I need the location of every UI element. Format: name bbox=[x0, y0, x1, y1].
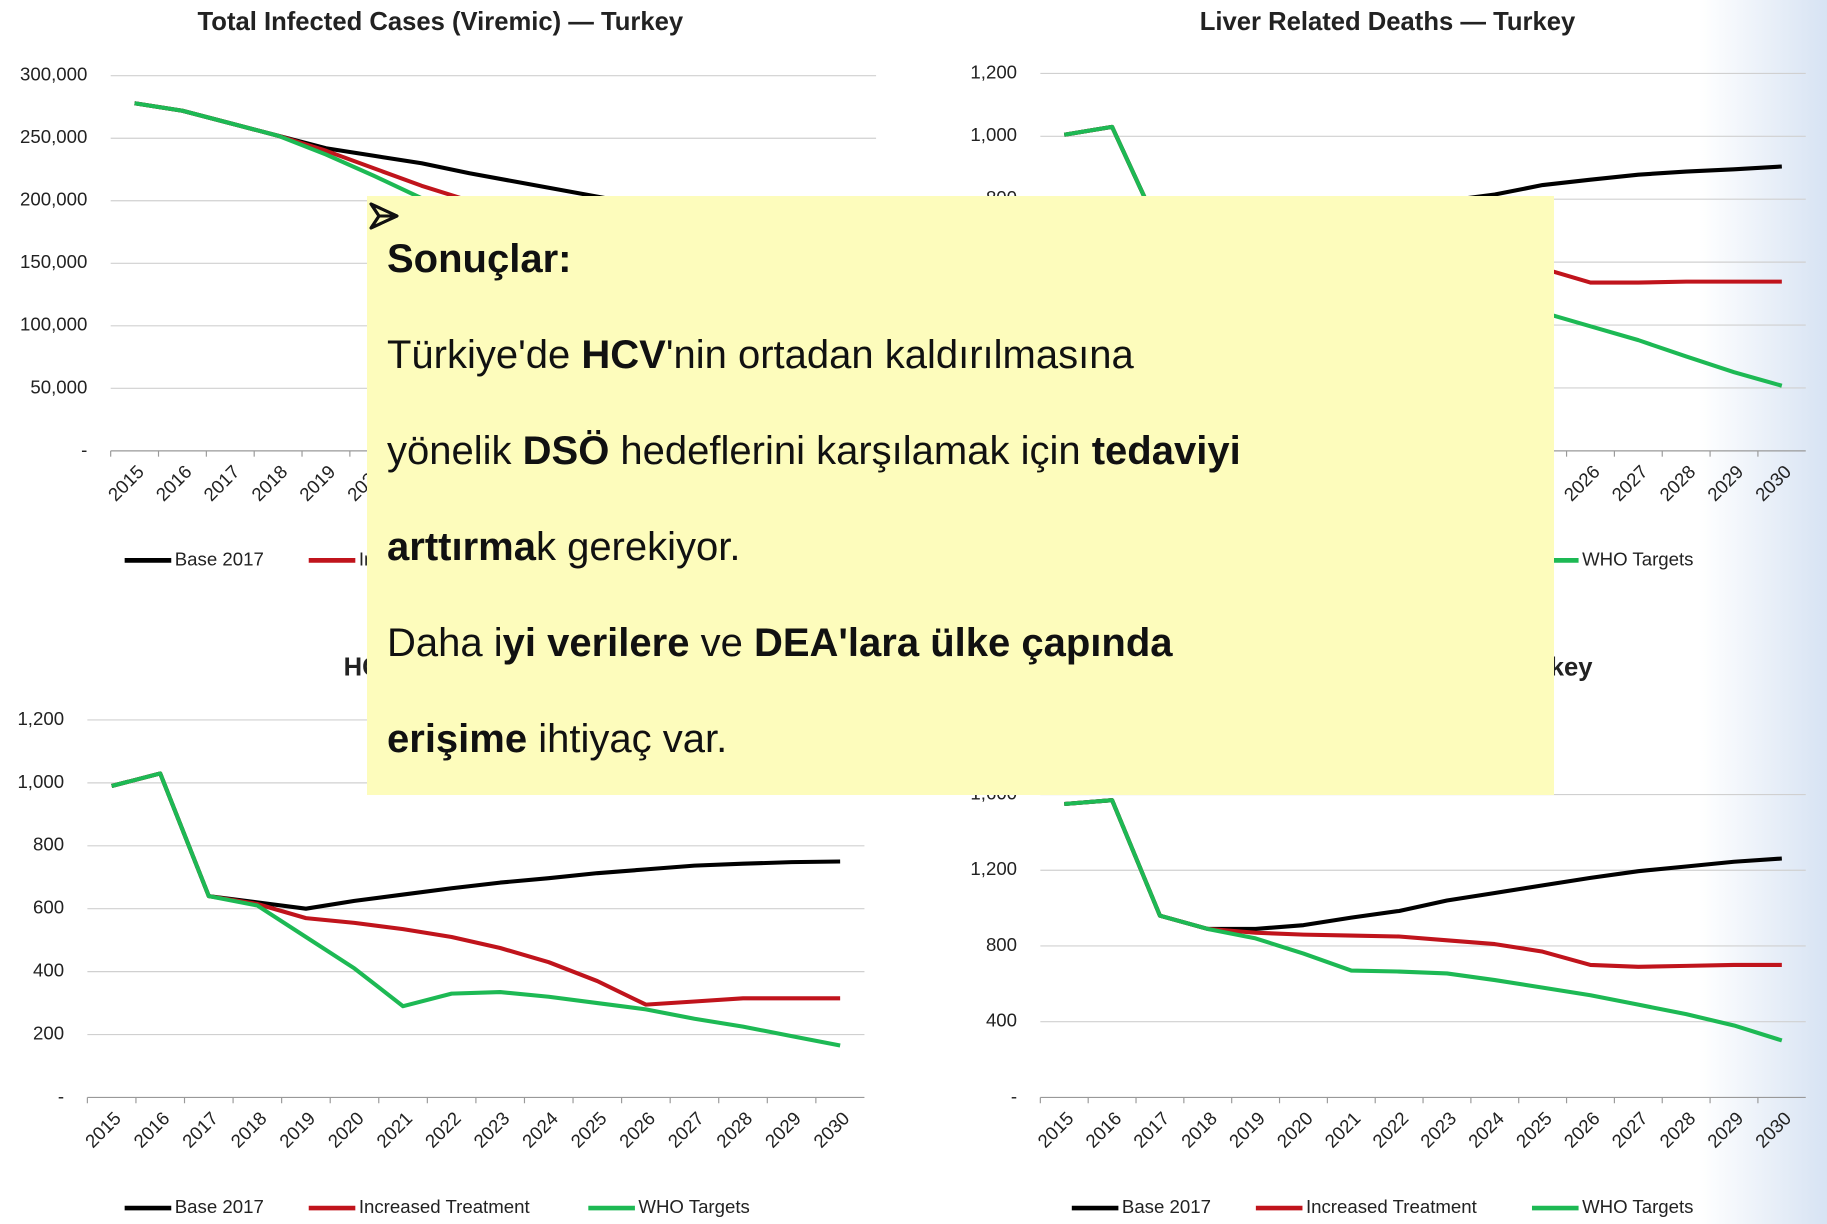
y-tick-label: - bbox=[1011, 1085, 1017, 1106]
y-tick-label: 250,000 bbox=[20, 126, 87, 147]
y-tick-label: 300,000 bbox=[20, 64, 87, 85]
y-tick-label: 150,000 bbox=[20, 251, 87, 272]
y-tick-label: 1,200 bbox=[970, 858, 1017, 879]
callout-text: yi verilere bbox=[502, 621, 690, 665]
y-tick-label: 50,000 bbox=[30, 376, 87, 397]
callout-line: Türkiye'de HCV'nin ortadan kaldırılmasın… bbox=[369, 202, 1554, 403]
callout: Sonuçlar: Türkiye'de HCV'nin ortadan kal… bbox=[367, 196, 1554, 795]
y-tick-label: 1,200 bbox=[970, 61, 1017, 82]
y-tick-label: 400 bbox=[986, 1010, 1017, 1031]
y-tick-label: 1,200 bbox=[17, 708, 64, 729]
callout-text: HCV bbox=[581, 333, 666, 377]
legend-label: WHO Targets bbox=[1582, 1196, 1693, 1217]
callout-text: erişime bbox=[387, 717, 528, 761]
callout-text: tedaviyi bbox=[1091, 429, 1241, 473]
callout-body: Türkiye'de HCV'nin ortadan kaldırılmasın… bbox=[369, 202, 1554, 787]
callout-text: DEA'lara ülke çapında bbox=[753, 621, 1173, 665]
y-tick-label: 400 bbox=[33, 960, 64, 981]
callout-text: k gerekiyor. bbox=[535, 525, 741, 569]
legend-label: WHO Targets bbox=[1582, 548, 1693, 569]
callout-line: yönelik DSÖ hedeflerini karşılamak için … bbox=[387, 403, 1554, 499]
y-tick-label: 1,000 bbox=[17, 771, 64, 792]
legend-label: Base 2017 bbox=[1122, 1196, 1211, 1217]
series-line bbox=[1064, 798, 1783, 1043]
legend-label: Increased Treatment bbox=[359, 1196, 531, 1217]
callout-line: Daha i yi verilere ve DEA'lara ülke çapın… bbox=[369, 202, 1554, 691]
callout-text: arttırma bbox=[387, 525, 536, 569]
callout-text: 'nin ortadan kaldırılmasına bbox=[665, 333, 1134, 377]
callout-text: yönelik bbox=[387, 429, 523, 473]
callout-title: Sonuçlar: bbox=[387, 237, 572, 281]
callout-text: ihtiyaç var. bbox=[527, 717, 728, 761]
y-tick-label: - bbox=[58, 1085, 64, 1106]
y-tick-label: 200 bbox=[33, 1022, 64, 1043]
series-line bbox=[111, 771, 841, 1048]
callout-text: Daha i bbox=[387, 621, 503, 665]
legend-label: WHO Targets bbox=[638, 1196, 749, 1217]
callout-text: DSÖ bbox=[522, 429, 610, 473]
y-tick-label: 200,000 bbox=[20, 189, 87, 210]
legend-label: Base 2017 bbox=[175, 1196, 264, 1217]
y-tick-label: 800 bbox=[986, 934, 1017, 955]
callout-text: ve bbox=[689, 621, 754, 665]
y-tick-label: 100,000 bbox=[20, 314, 87, 335]
bullet-arrow bbox=[369, 202, 399, 230]
chart-title: Total Infected Cases (Viremic) — Turkey bbox=[198, 8, 684, 36]
legend-label: Increased Treatment bbox=[1306, 1196, 1478, 1217]
y-tick-label: 600 bbox=[33, 897, 64, 918]
callout-line: erişime ihtiyaç var. bbox=[387, 691, 1554, 787]
y-tick-label: 1,000 bbox=[970, 124, 1017, 145]
callout-text: hedeflerini karşılamak için bbox=[609, 429, 1092, 473]
y-tick-label: - bbox=[81, 439, 87, 460]
y-tick-label: 800 bbox=[33, 834, 64, 855]
callout-text: Türkiye'de bbox=[387, 333, 582, 377]
chart-title: Liver Related Deaths — Turkey bbox=[1200, 8, 1576, 36]
callout-line: arttırma k gerekiyor. bbox=[387, 499, 1554, 595]
legend-label: Base 2017 bbox=[175, 548, 264, 569]
